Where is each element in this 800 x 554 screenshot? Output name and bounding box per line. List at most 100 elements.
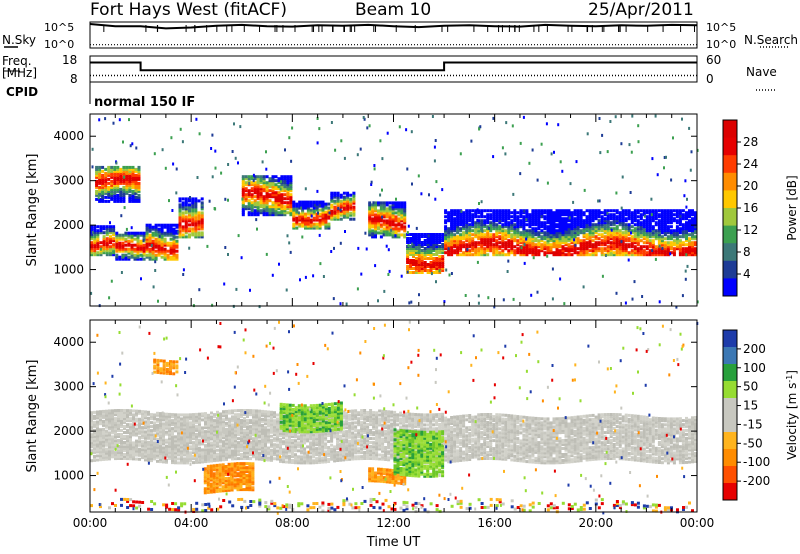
power-cell xyxy=(648,249,652,253)
power-cell xyxy=(456,221,460,225)
power-cell xyxy=(382,211,386,215)
power-cell xyxy=(253,183,257,187)
velocity-cell xyxy=(117,439,120,442)
power-cell xyxy=(306,210,310,214)
power-cell xyxy=(256,201,260,205)
velocity-cell xyxy=(201,456,204,460)
power-cell xyxy=(342,201,346,205)
power-cell xyxy=(435,261,439,264)
power-cell xyxy=(137,195,141,199)
power-cell xyxy=(107,177,111,181)
power-cell xyxy=(130,245,134,249)
power-cell xyxy=(678,221,682,225)
velocity-cell xyxy=(234,413,237,417)
velocity-cell xyxy=(153,427,156,431)
power-cell xyxy=(615,217,619,221)
power-cell xyxy=(304,218,307,222)
power-cell xyxy=(139,257,143,261)
power-cell xyxy=(432,263,436,266)
power-cell xyxy=(382,213,386,217)
velocity-cell xyxy=(240,427,243,430)
power-cell xyxy=(663,237,667,241)
power-cell xyxy=(468,251,472,255)
power-cell xyxy=(417,243,421,246)
power-cell xyxy=(115,237,119,241)
velocity-cell xyxy=(162,422,165,426)
power-cell xyxy=(444,215,448,219)
power-speck xyxy=(366,126,369,130)
power-cell xyxy=(534,229,538,233)
power-cell xyxy=(597,215,601,219)
power-cell xyxy=(403,209,407,213)
power-cell xyxy=(444,247,448,251)
power-cell xyxy=(301,222,305,226)
velocity-cell xyxy=(120,425,123,428)
velocity-cell xyxy=(132,429,135,433)
power-cell xyxy=(306,212,310,216)
velocity-cell xyxy=(120,419,123,422)
velocity-cell xyxy=(177,457,180,461)
velocity-cell xyxy=(174,425,177,429)
power-cell xyxy=(382,231,386,235)
power-cell xyxy=(116,195,120,199)
velocity-cell xyxy=(150,453,153,457)
power-cell xyxy=(534,237,538,241)
power-cell xyxy=(657,241,661,245)
power-speck xyxy=(158,234,161,238)
power-cell xyxy=(412,241,415,244)
power-cell xyxy=(241,193,245,197)
power-cell xyxy=(414,241,418,244)
power-cell xyxy=(200,203,204,207)
power-cell xyxy=(295,202,299,206)
velocity-cell xyxy=(171,441,174,445)
velocity-cell xyxy=(198,426,201,430)
power-cell xyxy=(113,175,117,179)
power-cell xyxy=(352,201,356,205)
power-cell xyxy=(639,253,643,257)
power-cell xyxy=(197,225,201,229)
power-cell xyxy=(93,237,97,241)
velocity-cell xyxy=(195,418,198,422)
power-cell xyxy=(483,243,487,247)
power-cell xyxy=(184,221,188,225)
power-cell xyxy=(582,247,586,251)
velocity-cell xyxy=(180,447,183,451)
power-cell xyxy=(645,247,649,251)
power-cell xyxy=(627,217,631,221)
velocity-cell xyxy=(162,436,165,440)
power-cell xyxy=(498,211,502,215)
power-cell xyxy=(191,203,195,207)
power-cell xyxy=(429,239,433,242)
power-cell xyxy=(582,251,586,255)
velocity-cell xyxy=(177,419,180,423)
velocity-cell xyxy=(126,449,129,453)
power-cell xyxy=(685,211,688,215)
power-cell xyxy=(561,225,565,229)
power-cell xyxy=(606,239,610,243)
power-cell xyxy=(137,175,141,179)
velocity-cell xyxy=(147,412,150,416)
velocity-cell xyxy=(234,449,237,453)
power-cell xyxy=(274,175,278,179)
power-cell xyxy=(154,237,158,241)
power-cell xyxy=(116,199,120,203)
power-cell xyxy=(465,243,469,247)
power-cell xyxy=(104,195,108,199)
power-cell xyxy=(429,241,433,244)
power-cell xyxy=(142,245,146,249)
velocity-cell xyxy=(96,432,99,436)
power-cell xyxy=(95,167,99,171)
power-cell xyxy=(122,187,126,191)
power-cell xyxy=(324,222,328,226)
power-cell xyxy=(663,241,667,245)
power-cell xyxy=(579,247,583,251)
velocity-cell xyxy=(135,427,138,431)
power-cell xyxy=(157,239,161,243)
power-cell xyxy=(688,249,691,253)
power-cell xyxy=(241,191,245,195)
power-cell xyxy=(414,265,418,268)
power-cell xyxy=(122,171,126,175)
power-speck xyxy=(284,148,286,152)
velocity-cell xyxy=(225,421,228,425)
velocity-cell xyxy=(192,417,195,421)
